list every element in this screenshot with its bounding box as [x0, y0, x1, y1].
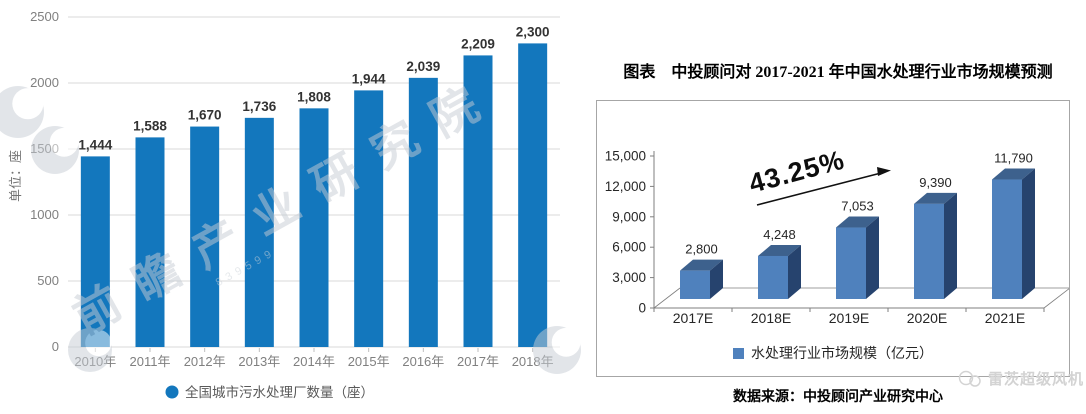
left-x-axis-label: 2017年 — [457, 354, 499, 369]
bar-value-label: 1,736 — [242, 99, 276, 114]
left-bars: 1,4442010年1,5882011年1,6702012年1,7362013年… — [74, 24, 553, 369]
bar-value-label: 9,390 — [919, 175, 952, 190]
bar-top-face — [836, 216, 879, 228]
right-y-tick-label: 9,000 — [612, 209, 646, 224]
left-y-tick-label: 2000 — [30, 75, 59, 90]
growth-rate-label: 43.25% — [746, 145, 848, 199]
right-y-tick-label: 0 — [638, 301, 646, 316]
wechat-logo-icon — [958, 370, 981, 387]
right-x-axis-label: 2020E — [907, 310, 947, 326]
left-y-tick-label: 1000 — [30, 207, 59, 222]
bar-value-label: 1,944 — [352, 71, 386, 86]
right-3d-bar-chart: 0 3,000 6,000 9,000 12,000 15,000 2,800 2017E 4,… — [605, 145, 1071, 361]
left-y-axis-title: 单位：座 — [8, 150, 23, 202]
right-y-axis: 0 3,000 6,000 9,000 12,000 15,000 — [605, 149, 655, 316]
bar-top-face — [914, 192, 957, 204]
bar-2018年 — [518, 43, 548, 348]
left-y-tick-label: 2500 — [30, 9, 59, 24]
bar-value-label: 1,588 — [133, 118, 167, 133]
bar-side-face — [866, 216, 879, 299]
right-y-tick-label: 12,000 — [605, 179, 646, 194]
right-legend-label: 水处理行业市场规模（亿元） — [751, 345, 933, 361]
left-y-tick-label: 0 — [52, 339, 59, 354]
right-legend: 水处理行业市场规模（亿元） — [733, 345, 933, 361]
bar-value-label: 1,444 — [78, 137, 112, 152]
bar-value-label: 2,800 — [685, 242, 718, 257]
bar-side-face — [944, 192, 957, 299]
left-legend: 全国城市污水处理厂数量（座） — [165, 384, 374, 400]
right-x-axis-label: 2019E — [829, 310, 869, 326]
bottom-right-watermark: 雷茨超级风机 — [956, 368, 1084, 389]
bar-2013年 — [244, 117, 274, 348]
left-x-axis-label: 2014年 — [293, 354, 335, 369]
legend-dot-icon — [165, 385, 179, 399]
left-y-tick-label: 500 — [37, 273, 59, 288]
left-bar-chart: 050010001500200025001,4442010年1,5882011年… — [0, 9, 581, 400]
bar-2017E — [680, 270, 710, 299]
legend-square-icon — [733, 348, 744, 359]
svg-text:前瞻产业研究院: 前瞻产业研究院 — [65, 67, 507, 343]
bar-value-label: 2,039 — [406, 59, 440, 74]
bar-2019E — [836, 227, 866, 299]
bar-2017年 — [463, 55, 493, 348]
bar-value-label: 1,670 — [188, 108, 222, 123]
right-y-tick-label: 3,000 — [612, 270, 646, 285]
watermark-text: 雷茨超级风机 — [987, 371, 1084, 388]
data-source-caption: 数据来源：中投顾问产业研究中心 — [733, 388, 943, 404]
bar-top-face — [680, 259, 723, 271]
left-x-axis-label: 2012年 — [184, 354, 226, 369]
bar-2014年 — [299, 108, 329, 348]
left-x-axis-label: 2015年 — [348, 354, 390, 369]
bar-2020E — [914, 203, 944, 299]
bar-value-label: 2,300 — [516, 24, 550, 39]
bar-2021E — [992, 179, 1022, 299]
bar-side-face — [1022, 168, 1035, 299]
bar-2016年 — [408, 77, 438, 348]
bar-side-face — [710, 259, 723, 299]
growth-arrow-line — [756, 172, 882, 206]
bar-side-face — [788, 244, 801, 299]
right-y-tick-label: 6,000 — [612, 240, 646, 255]
growth-annotation: 43.25% — [746, 145, 891, 206]
bar-value-label: 2,209 — [461, 36, 495, 51]
right-x-axis-label: 2018E — [751, 310, 791, 326]
bar-value-label: 1,808 — [297, 89, 331, 104]
right-y-tick-label: 15,000 — [605, 149, 646, 164]
bar-2012年 — [190, 126, 220, 347]
bar-2011年 — [135, 137, 165, 347]
bar-value-label: 4,248 — [763, 227, 796, 242]
right-chart-box: 0 3,000 6,000 9,000 12,000 15,000 2,800 2017E 4,… — [596, 100, 1071, 377]
bar-top-face — [758, 244, 801, 256]
left-x-axis-label: 2013年 — [238, 354, 280, 369]
bar-2015年 — [354, 90, 384, 347]
right-x-axis-label: 2017E — [673, 310, 713, 326]
bar-2018E — [758, 255, 788, 299]
right-chart-title: 图表 中投顾问对 2017-2021 年中国水处理行业市场规模预测 — [623, 64, 1053, 81]
bar-value-label: 7,053 — [841, 199, 874, 214]
left-x-axis-label: 2011年 — [130, 354, 171, 369]
left-x-axis-label: 2016年 — [402, 354, 444, 369]
right-x-axis-label: 2021E — [985, 310, 1025, 326]
bar-value-label: 11,790 — [994, 151, 1033, 166]
right-bars: 2,800 2017E 4,248 2018E 7,053 2019E 9,390 2020E… — [673, 151, 1035, 326]
left-legend-label: 全国城市污水处理厂数量（座） — [185, 384, 374, 400]
right-chart-panel: 图表 中投顾问对 2017-2021 年中国水处理行业市场规模预测 0 3,000… — [590, 0, 1086, 414]
bar-2010年 — [80, 156, 110, 347]
bar-top-face — [992, 168, 1035, 180]
growth-arrow-head-icon — [877, 167, 891, 176]
